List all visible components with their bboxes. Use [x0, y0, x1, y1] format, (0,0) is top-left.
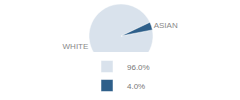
- svg-text:ASIAN: ASIAN: [154, 21, 178, 30]
- svg-text:4.0%: 4.0%: [127, 82, 145, 91]
- svg-text:WHITE: WHITE: [63, 42, 89, 51]
- svg-text:96.0%: 96.0%: [127, 63, 150, 72]
